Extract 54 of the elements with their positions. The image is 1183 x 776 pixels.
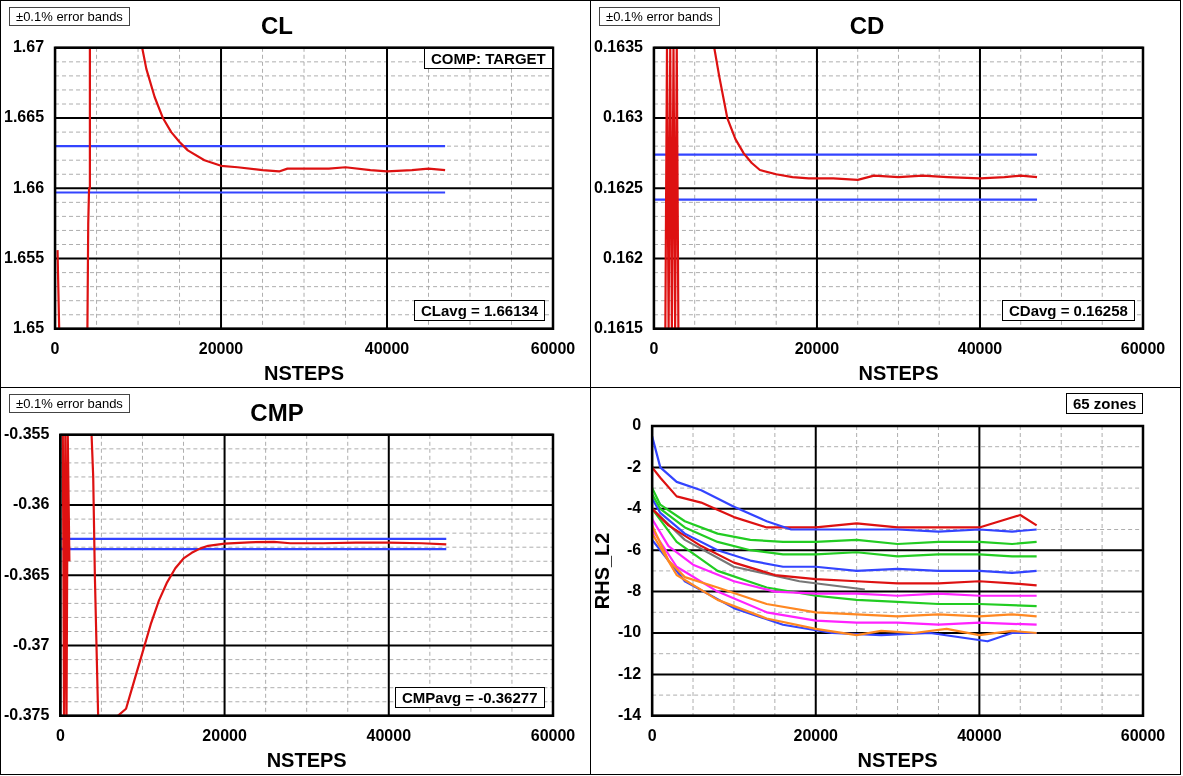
y-tick-label: -0.37 — [12, 635, 50, 653]
y-tick-label: 1.665 — [3, 108, 45, 126]
y-tick-label: -2 — [626, 457, 642, 475]
x-axis-title: NSTEPS — [858, 361, 939, 384]
x-axis-title: NSTEPS — [264, 361, 345, 384]
y-tick-label: -8 — [626, 582, 642, 600]
x-tick-label: 40000 — [364, 339, 410, 357]
x-tick-label: 0 — [647, 726, 657, 744]
x-tick-label: 60000 — [530, 339, 576, 357]
y-tick-label: -4 — [626, 499, 642, 517]
y-tick-label: 1.65 — [12, 319, 45, 337]
x-tick-label: 20000 — [794, 339, 840, 357]
y-tick-label: 0 — [632, 416, 642, 434]
chart-title: CD — [849, 12, 885, 40]
y-tick-label: 1.67 — [12, 38, 45, 56]
x-tick-label: 20000 — [793, 726, 839, 744]
x-tick-label: 40000 — [957, 726, 1002, 744]
y-tick-label: 1.66 — [12, 178, 45, 196]
x-axis-title: NSTEPS — [857, 748, 938, 771]
text: 65 zones — [1066, 393, 1144, 414]
y-tick-label: 0.163 — [602, 108, 644, 126]
annotation: CLavg = 1.66134 — [414, 299, 546, 321]
x-axis-title: NSTEPS — [266, 748, 347, 771]
y-tick-label: 0.1625 — [594, 178, 644, 196]
y-tick-label: -0.36 — [12, 495, 50, 513]
y-tick-label: -0.375 — [3, 706, 50, 724]
text: ±0.1% error bands — [9, 394, 130, 413]
y-axis-title: RHS_L2 — [590, 532, 613, 610]
y-tick-label: -14 — [618, 706, 642, 724]
x-tick-label: 0 — [649, 339, 659, 357]
x-tick-label: 60000 — [530, 726, 576, 744]
chart-title: CL — [261, 12, 293, 40]
x-tick-label: 40000 — [366, 726, 412, 744]
y-tick-label: 0.162 — [602, 248, 644, 266]
x-tick-label: 40000 — [957, 339, 1003, 357]
y-tick-label: 0.1635 — [594, 38, 644, 56]
y-tick-label: -12 — [618, 664, 642, 682]
annotation: CMPavg = -0.36277 — [395, 686, 545, 708]
y-tick-label: -6 — [626, 540, 642, 558]
y-tick-label: -0.365 — [3, 565, 50, 583]
y-tick-label: 1.655 — [3, 248, 45, 266]
y-tick-label: 0.1615 — [594, 319, 644, 337]
text: ±0.1% error bands — [599, 7, 720, 26]
text: ±0.1% error bands — [9, 7, 130, 26]
x-tick-label: 20000 — [202, 726, 247, 744]
annotation: COMP: TARGET — [424, 47, 553, 69]
x-tick-label: 0 — [55, 726, 65, 744]
y-tick-label: -10 — [618, 623, 642, 641]
chart-title: CMP — [250, 399, 304, 427]
x-tick-label: 60000 — [1120, 339, 1166, 357]
x-tick-label: 60000 — [1120, 726, 1166, 744]
annotation: CDavg = 0.16258 — [1002, 299, 1135, 321]
y-tick-label: -0.355 — [3, 425, 50, 443]
x-tick-label: 20000 — [198, 339, 244, 357]
